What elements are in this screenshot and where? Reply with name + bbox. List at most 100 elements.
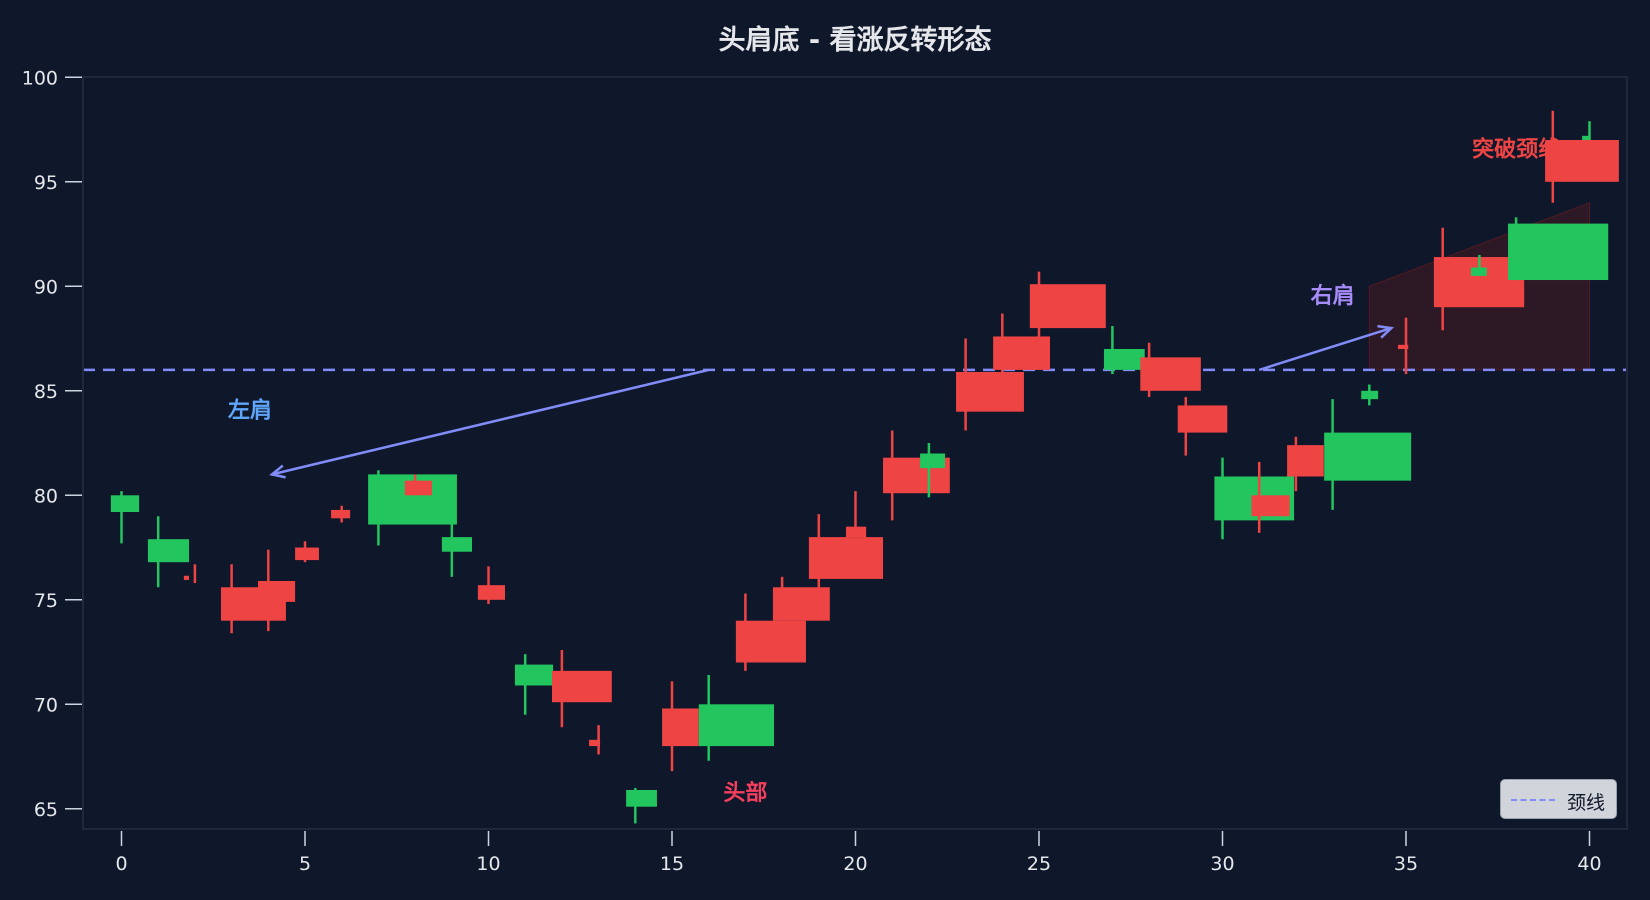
candle xyxy=(1287,436,1324,492)
candle-body xyxy=(1029,284,1106,329)
candle xyxy=(956,338,1024,431)
candle-body xyxy=(514,664,554,686)
x-tick-label: 40 xyxy=(1577,853,1601,875)
candle-body xyxy=(404,480,432,496)
candle-body xyxy=(110,495,140,513)
x-tick-label: 20 xyxy=(843,853,867,875)
candle xyxy=(735,593,806,671)
candle xyxy=(1103,326,1145,375)
candle xyxy=(551,649,612,728)
annotation-arrows xyxy=(269,324,1395,479)
candle-body xyxy=(477,585,506,600)
candle xyxy=(110,491,140,544)
x-tick-label: 5 xyxy=(299,853,311,875)
candle xyxy=(331,505,351,523)
candle-body xyxy=(258,580,296,602)
candle xyxy=(920,443,946,498)
candle xyxy=(1582,121,1591,140)
candle-body xyxy=(1508,223,1609,281)
candle xyxy=(1470,254,1487,276)
candle xyxy=(183,564,197,584)
candle-body xyxy=(808,537,884,579)
candle xyxy=(1508,217,1609,281)
candle xyxy=(883,430,950,521)
candle-body xyxy=(956,371,1024,412)
annotation-label: 头部 xyxy=(723,780,767,806)
candle xyxy=(295,541,319,563)
candle-body xyxy=(295,547,319,561)
y-tick-label: 85 xyxy=(34,381,58,403)
candle xyxy=(1177,397,1228,456)
annotation-label: 左肩 xyxy=(228,398,272,424)
candle-body xyxy=(331,509,351,519)
candle-body xyxy=(441,537,472,552)
candle xyxy=(626,787,657,824)
candles xyxy=(110,110,1619,824)
candle-body xyxy=(1140,357,1201,391)
candle xyxy=(404,474,432,496)
candle-body xyxy=(1177,405,1228,433)
candle-body xyxy=(183,575,190,580)
candle xyxy=(1324,399,1412,510)
candle-body xyxy=(735,620,806,663)
candle-body xyxy=(589,739,601,747)
candle-body xyxy=(698,704,775,747)
candle xyxy=(589,725,601,755)
candle-body xyxy=(1545,140,1619,182)
candle xyxy=(1140,342,1201,398)
candle-body xyxy=(1251,495,1290,517)
x-axis: 0 5 10 15 20 25 30 35 40 xyxy=(115,831,1602,875)
x-tick-label: 0 xyxy=(115,853,127,875)
y-tick-label: 100 xyxy=(22,67,58,89)
y-tick-label: 75 xyxy=(34,590,58,612)
candle-body xyxy=(626,789,657,807)
candle-body xyxy=(772,587,830,621)
candle-body xyxy=(551,670,612,703)
candle-body xyxy=(1287,445,1324,477)
arrow-head-icon xyxy=(269,464,286,479)
arrow-line xyxy=(271,368,709,476)
candle xyxy=(662,681,699,772)
x-tick-label: 35 xyxy=(1394,853,1418,875)
x-tick-label: 25 xyxy=(1027,853,1051,875)
candle-body xyxy=(147,539,190,563)
candle-body xyxy=(920,453,946,469)
y-tick-label: 95 xyxy=(34,172,58,194)
legend-neckline-swatch xyxy=(1511,799,1555,801)
chart-title: 头肩底 - 看涨反转形态 xyxy=(718,25,992,56)
candle xyxy=(698,675,775,761)
plot-frame xyxy=(82,76,1628,830)
annotation-label: 突破颈线 xyxy=(1472,136,1560,162)
candle xyxy=(993,313,1051,379)
candle xyxy=(845,491,867,538)
y-axis: 65 70 75 80 85 90 95 100 xyxy=(22,67,82,821)
candle-body xyxy=(845,526,867,538)
candle-body xyxy=(1324,432,1412,481)
candle-body xyxy=(993,336,1051,370)
candle xyxy=(441,520,472,577)
candle xyxy=(1029,271,1106,360)
y-tick-label: 65 xyxy=(34,799,58,821)
candle xyxy=(1361,384,1379,406)
candle xyxy=(1251,461,1290,533)
arrow-line xyxy=(1258,326,1392,372)
legend: 颈线 xyxy=(1500,779,1617,819)
arrow-head-icon xyxy=(1377,324,1395,339)
candle xyxy=(1545,110,1619,203)
candle xyxy=(258,549,296,632)
y-tick-label: 70 xyxy=(34,694,58,716)
x-tick-label: 15 xyxy=(660,853,684,875)
candle-body xyxy=(1361,390,1379,400)
candle xyxy=(147,516,190,588)
candle-body xyxy=(662,708,699,747)
y-tick-label: 80 xyxy=(34,485,58,507)
x-tick-label: 30 xyxy=(1210,853,1234,875)
y-tick-label: 90 xyxy=(34,276,58,298)
candle xyxy=(514,654,554,715)
candle xyxy=(1397,317,1409,375)
candle xyxy=(808,514,884,590)
candle-body xyxy=(1397,344,1409,349)
candle xyxy=(772,576,830,621)
candle-body xyxy=(1103,349,1145,370)
